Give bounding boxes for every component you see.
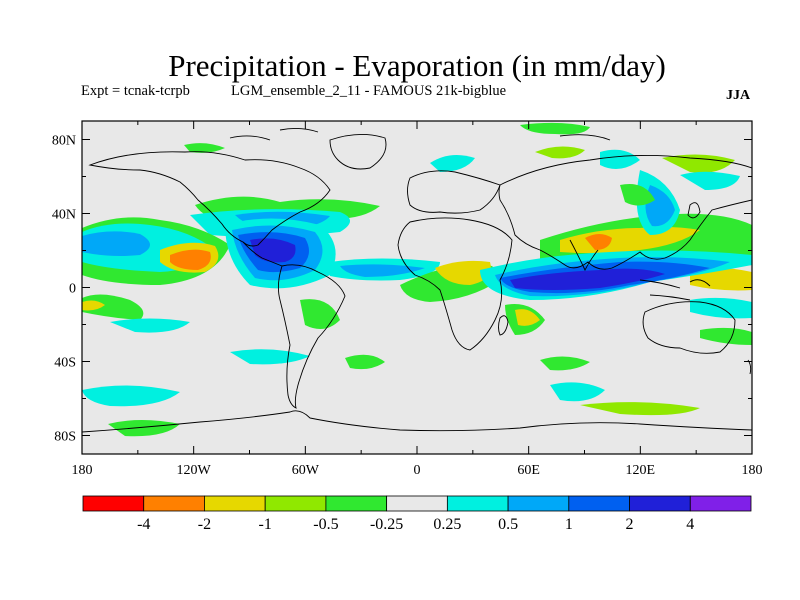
colorbar-swatch [689, 495, 752, 512]
lat-tick-label: 40N [52, 208, 76, 223]
field-wpac-blue [645, 185, 675, 227]
field-io-navy [510, 268, 665, 290]
coast-central-america [242, 241, 283, 267]
lon-tick-label: 0 [414, 463, 421, 478]
field-arctic-green-b [535, 146, 585, 159]
lon-tick-label: 60W [292, 463, 320, 478]
field-arctic-cyan-c [680, 171, 740, 190]
field-epac-orange [170, 249, 211, 270]
colorbar-swatch [446, 495, 509, 512]
coast-africa [397, 217, 513, 351]
colorbar-swatch [629, 495, 691, 512]
coast-indonesia [639, 279, 711, 301]
colorbar-label: 0.25 [433, 516, 461, 533]
field-spac-green-b [108, 420, 180, 437]
lon-tick-label: 180 [72, 463, 93, 478]
coast-australia [642, 301, 736, 354]
colorbar-label: -4 [137, 516, 150, 533]
colorbar-swatch [143, 495, 205, 512]
field-satl-green [345, 354, 385, 370]
field-aus-green [700, 327, 752, 345]
colorbar-swatch [204, 495, 266, 512]
lon-tick-label: 120E [626, 463, 656, 478]
field-asia-yellow-b [690, 267, 752, 291]
field-tatl-yellow [435, 260, 491, 285]
lon-tick-label: 120W [177, 463, 212, 478]
field-sa-green [300, 299, 340, 329]
field-afr-yellow [515, 309, 540, 326]
coast-asia [498, 154, 752, 270]
colorbar-swatch [264, 495, 327, 512]
coast-madagascar [498, 315, 509, 336]
latitude-axis: 80N 40N 0 40S 80S [52, 134, 752, 445]
colorbar-swatch [507, 495, 570, 512]
field-spac-yellow [82, 300, 105, 311]
field-arctic-cyan-b [600, 149, 640, 169]
colorbar-label: 2 [626, 516, 634, 533]
colorbar-swatch [568, 495, 630, 512]
colorbar-label: -0.25 [370, 516, 403, 533]
colorbar-swatch [386, 495, 448, 512]
coast-arctic-islands [229, 127, 611, 141]
lon-tick-label: 60E [517, 463, 540, 478]
colorbar: -4 -2 -1 -0.5 -0.25 0.25 0.5 1 2 4 [82, 495, 752, 533]
field-asia-orange [585, 234, 612, 250]
coast-japan [687, 202, 701, 219]
colorbar-label: -1 [259, 516, 272, 533]
lon-tick-label: 180 [742, 463, 763, 478]
lat-tick-label: 0 [69, 282, 76, 297]
field-wpac-green [620, 184, 655, 206]
lat-tick-label: 80N [52, 134, 76, 149]
field-spac-green [82, 294, 144, 320]
colorbar-label: 0.5 [498, 516, 518, 533]
contour-fields [82, 122, 752, 437]
field-spac-cyan-b [230, 349, 310, 365]
colorbar-label: -2 [198, 516, 211, 533]
coast-india [569, 239, 599, 272]
field-sio-cyan [550, 382, 605, 402]
field-carib-navy [250, 238, 296, 263]
field-sio-green-b [580, 402, 700, 416]
longitude-axis: 180 120W 60W 0 60E 120E 180 [72, 121, 763, 478]
coast-south-america [277, 264, 346, 409]
run-label: LGM_ensemble_2_11 - FAMOUS 21k-bigblue [231, 83, 507, 99]
chart-title: Precipitation - Evaporation (in mm/day) [168, 48, 666, 83]
colorbar-label: 4 [686, 516, 694, 533]
field-tatl-blue [340, 264, 425, 277]
experiment-label: Expt = tcnak-tcrpb [81, 83, 190, 99]
field-sio-green [540, 356, 590, 371]
field-arctic-green-c [662, 154, 735, 173]
field-spac-cyan-c [82, 385, 180, 407]
colorbar-swatch [82, 495, 145, 512]
field-spac-cyan-a [110, 318, 190, 333]
coastlines [82, 127, 752, 433]
field-arctic-green-a [520, 122, 590, 135]
coast-europe [407, 170, 501, 214]
field-epac-blue [82, 231, 150, 256]
season-label: JJA [726, 88, 751, 103]
coast-greenland [329, 134, 387, 170]
lat-tick-label: 80S [54, 430, 76, 445]
field-arctic-cyan-a [430, 154, 475, 172]
colorbar-label: 1 [565, 516, 573, 533]
coast-north-america [88, 151, 331, 247]
field-arctic-green-d [184, 143, 225, 153]
colorbar-label: -0.5 [313, 516, 338, 533]
colorbar-swatch [325, 495, 388, 512]
lat-tick-label: 40S [54, 356, 76, 371]
coast-antarctica [82, 410, 752, 433]
